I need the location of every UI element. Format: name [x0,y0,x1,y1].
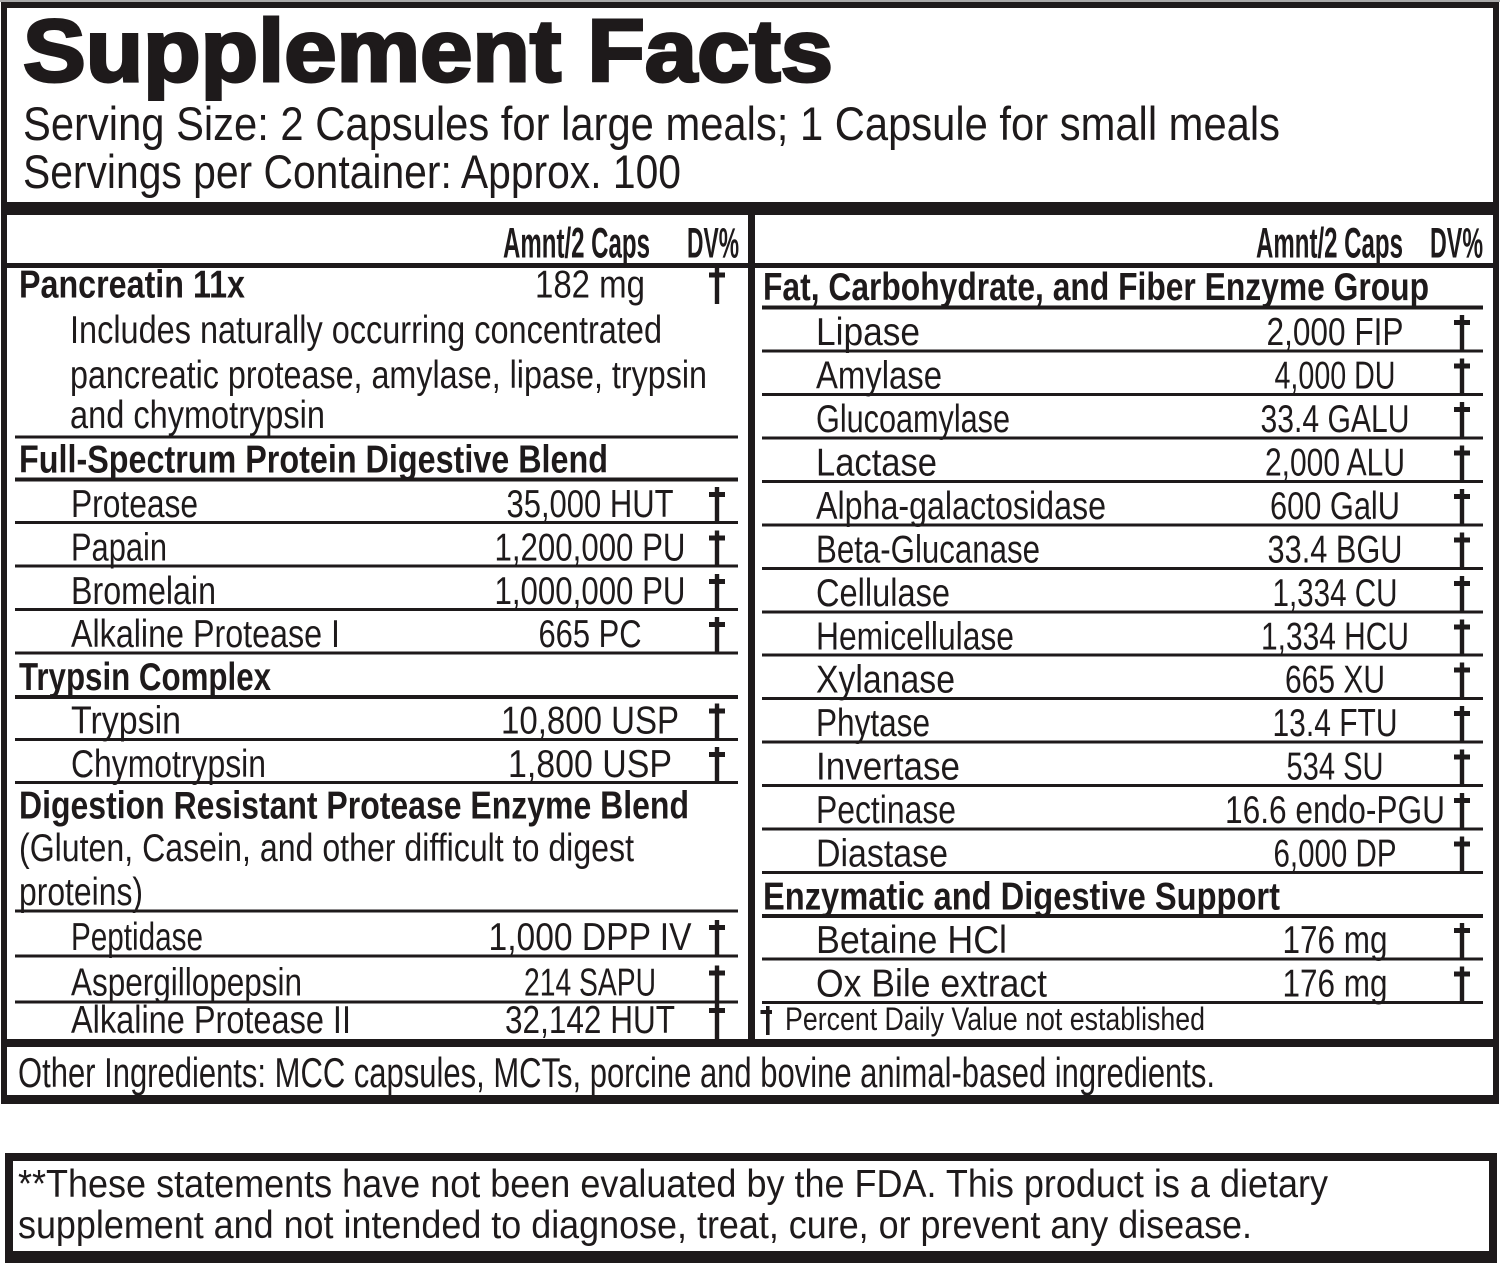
svg-text:665 XU: 665 XU [1285,659,1385,702]
svg-text:Invertase: Invertase [816,746,960,789]
svg-text:Hemicellulase: Hemicellulase [816,616,1014,659]
svg-text:**These statements have not be: **These statements have not been evaluat… [18,1163,1329,1206]
svg-text:33.4 BGU: 33.4 BGU [1268,529,1403,572]
svg-text:Pancreatin 11x: Pancreatin 11x [19,264,245,307]
svg-text:32,142 HUT: 32,142 HUT [505,999,675,1042]
svg-text:Amnt/2 Caps: Amnt/2 Caps [1256,220,1403,268]
svg-text:6,000 DP: 6,000 DP [1274,833,1397,876]
svg-text:Lactase: Lactase [816,442,937,485]
svg-text:Bromelain: Bromelain [71,570,216,613]
svg-text:176 mg: 176 mg [1283,919,1388,962]
svg-text:Chymotrypsin: Chymotrypsin [71,743,266,786]
svg-text:(Gluten, Casein, and other dif: (Gluten, Casein, and other difficult to … [19,827,634,870]
svg-text:Lipase: Lipase [816,311,920,354]
svg-text:214 SAPU: 214 SAPU [524,962,656,1005]
svg-text:pancreatic protease, amylase,: pancreatic protease, amylase, lipase, tr… [70,354,707,397]
svg-text:Percent Daily Value not establ: Percent Daily Value not established [785,1001,1205,1037]
svg-text:4,000 DU: 4,000 DU [1275,355,1396,398]
svg-text:Fat, Carbohydrate, and Fiber E: Fat, Carbohydrate, and Fiber Enzyme Grou… [763,266,1429,309]
svg-text:Alkaline Protease II: Alkaline Protease II [71,999,351,1042]
svg-text:1,200,000 PU: 1,200,000 PU [495,527,686,570]
svg-text:Amnt/2 Caps: Amnt/2 Caps [503,220,650,268]
svg-text:10,800 USP: 10,800 USP [501,700,679,743]
svg-text:Xylanase: Xylanase [816,659,955,702]
svg-text:Trypsin: Trypsin [71,700,181,743]
svg-text:16.6 endo-PGU: 16.6 endo-PGU [1225,789,1445,832]
svg-text:Diastase: Diastase [816,833,948,876]
svg-text:Peptidase: Peptidase [71,916,203,959]
svg-text:and chymotrypsin: and chymotrypsin [70,394,325,437]
svg-text:Serving Size: 2 Capsules for l: Serving Size: 2 Capsules for large meals… [23,97,1280,150]
svg-text:proteins): proteins) [19,871,143,914]
svg-text:1,000,000 PU: 1,000,000 PU [495,570,686,613]
svg-text:2,000 ALU: 2,000 ALU [1265,442,1405,485]
svg-text:35,000 HUT: 35,000 HUT [507,483,674,526]
svg-text:Amylase: Amylase [816,355,942,398]
svg-text:1,800 USP: 1,800 USP [508,743,672,786]
svg-text:Servings per Container: Approx: Servings per Container: Approx. 100 [23,145,681,198]
svg-text:Papain: Papain [71,527,167,570]
svg-text:Supplement Facts: Supplement Facts [23,1,833,100]
svg-text:Ox Bile extract: Ox Bile extract [816,963,1047,1006]
svg-text:Includes naturally occurring c: Includes naturally occurring concentrate… [70,309,662,352]
svg-text:Aspergillopepsin: Aspergillopepsin [71,962,302,1005]
svg-text:Betaine HCl: Betaine HCl [816,919,1007,962]
svg-text:1,000 DPP IV: 1,000 DPP IV [489,916,692,959]
svg-text:supplement and not intended to: supplement and not intended to diagnose,… [18,1204,1252,1247]
svg-text:Trypsin Complex: Trypsin Complex [19,656,271,699]
svg-text:Enzymatic and Digestive Suppor: Enzymatic and Digestive Support [763,876,1280,919]
svg-text:Full-Spectrum Protein Digestiv: Full-Spectrum Protein Digestive Blend [19,439,608,482]
svg-text:2,000 FIP: 2,000 FIP [1267,311,1404,354]
svg-text:1,334 CU: 1,334 CU [1273,572,1398,615]
svg-text:600 GalU: 600 GalU [1270,485,1400,528]
svg-text:Cellulase: Cellulase [816,572,950,615]
svg-text:1,334 HCU: 1,334 HCU [1261,616,1409,659]
svg-text:176 mg: 176 mg [1283,963,1388,1006]
svg-text:Beta-Glucanase: Beta-Glucanase [816,529,1040,572]
svg-text:Alpha-galactosidase: Alpha-galactosidase [816,485,1106,528]
svg-text:33.4 GALU: 33.4 GALU [1261,398,1410,441]
svg-text:Digestion Resistant Protease E: Digestion Resistant Protease Enzyme Blen… [19,785,689,828]
svg-text:Other Ingredients: MCC capsule: Other Ingredients: MCC capsules, MCTs, p… [18,1049,1215,1096]
svg-text:Alkaline Protease I: Alkaline Protease I [71,613,340,656]
svg-text:Pectinase: Pectinase [816,789,956,832]
svg-text:DV%: DV% [1430,220,1483,268]
svg-text:Phytase: Phytase [816,702,930,745]
svg-text:534 SU: 534 SU [1287,746,1384,789]
svg-text:665 PC: 665 PC [539,613,642,656]
svg-text:Glucoamylase: Glucoamylase [816,398,1010,441]
svg-text:Protease: Protease [71,483,198,526]
svg-text:DV%: DV% [687,220,739,268]
svg-text:182 mg: 182 mg [535,264,645,307]
svg-text:13.4 FTU: 13.4 FTU [1273,702,1398,745]
